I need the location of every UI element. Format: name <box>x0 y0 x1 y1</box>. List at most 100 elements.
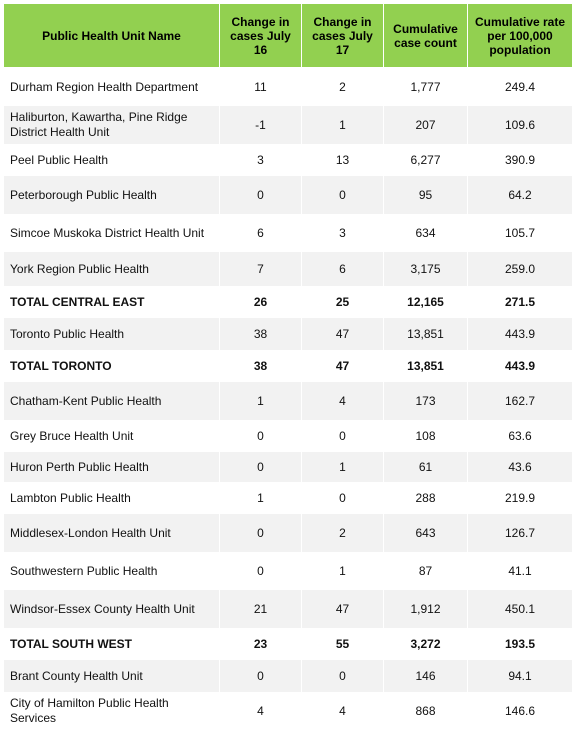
cell-change-july-17: 0 <box>301 420 384 452</box>
cell-cumulative-count: 868 <box>383 692 468 730</box>
table-row: Durham Region Health Department 11 2 1,777 2… <box>3 67 573 106</box>
cell-cumulative-count: 173 <box>383 382 468 420</box>
cell-change-july-17: 2 <box>301 514 384 552</box>
cell-change-july-17: 1 <box>301 106 384 144</box>
cell-unit-name: Huron Perth Public Health <box>3 452 220 482</box>
health-unit-table: Public Health Unit Name Change in cases … <box>3 3 573 730</box>
cell-change-july-16: 7 <box>219 252 302 286</box>
cell-change-july-16: -1 <box>219 106 302 144</box>
cell-change-july-17: 0 <box>301 660 384 692</box>
cell-change-july-17: 47 <box>301 318 384 350</box>
table-row: Lambton Public Health 1 0 288 219.9 <box>3 482 573 514</box>
cell-cumulative-rate: 63.6 <box>467 420 573 452</box>
cell-unit-name: TOTAL SOUTH WEST <box>3 628 220 660</box>
cell-change-july-17: 4 <box>301 692 384 730</box>
cell-change-july-16: 38 <box>219 350 302 382</box>
cell-cumulative-rate: 64.2 <box>467 176 573 214</box>
cell-change-july-16: 1 <box>219 382 302 420</box>
cell-unit-name: Southwestern Public Health <box>3 552 220 590</box>
table-row: Peel Public Health 3 13 6,277 390.9 <box>3 144 573 176</box>
table-body: Durham Region Health Department 11 2 1,777 2… <box>3 67 573 730</box>
cell-cumulative-count: 87 <box>383 552 468 590</box>
cell-cumulative-rate: 443.9 <box>467 318 573 350</box>
cell-cumulative-count: 3,272 <box>383 628 468 660</box>
cell-unit-name: Brant County Health Unit <box>3 660 220 692</box>
table-row: Grey Bruce Health Unit 0 0 108 63.6 <box>3 420 573 452</box>
table-row: Simcoe Muskoka District Health Unit 6 3 634… <box>3 214 573 252</box>
cell-change-july-16: 0 <box>219 552 302 590</box>
cell-unit-name: TOTAL CENTRAL EAST <box>3 286 220 318</box>
cell-unit-name: Haliburton, Kawartha, Pine Ridge Distric… <box>3 106 220 144</box>
header-row: Public Health Unit Name Change in cases … <box>3 3 573 68</box>
cell-unit-name: City of Hamilton Public Health Services <box>3 692 220 730</box>
cell-unit-name: Middlesex-London Health Unit <box>3 514 220 552</box>
cell-cumulative-rate: 146.6 <box>467 692 573 730</box>
table-row: Middlesex-London Health Unit 0 2 643 126.7 <box>3 514 573 552</box>
cell-cumulative-rate: 105.7 <box>467 214 573 252</box>
cell-unit-name: York Region Public Health <box>3 252 220 286</box>
header-cumulative-rate: Cumulative rate per 100,000 population <box>467 3 573 68</box>
cell-change-july-17: 3 <box>301 214 384 252</box>
cell-change-july-17: 1 <box>301 552 384 590</box>
cell-change-july-16: 38 <box>219 318 302 350</box>
cell-cumulative-count: 288 <box>383 482 468 514</box>
cell-cumulative-rate: 162.7 <box>467 382 573 420</box>
header-change-july-16: Change in cases July 16 <box>219 3 302 68</box>
cell-change-july-16: 1 <box>219 482 302 514</box>
cell-unit-name: Lambton Public Health <box>3 482 220 514</box>
cell-change-july-17: 2 <box>301 67 384 106</box>
cell-change-july-16: 4 <box>219 692 302 730</box>
cell-change-july-16: 21 <box>219 590 302 628</box>
cell-cumulative-rate: 43.6 <box>467 452 573 482</box>
cell-cumulative-rate: 271.5 <box>467 286 573 318</box>
table-header: Public Health Unit Name Change in cases … <box>3 3 573 68</box>
cell-change-july-17: 4 <box>301 382 384 420</box>
total-row: TOTAL TORONTO 38 47 13,851 443.9 <box>3 350 573 382</box>
cell-change-july-16: 3 <box>219 144 302 176</box>
cell-cumulative-rate: 443.9 <box>467 350 573 382</box>
cell-cumulative-count: 6,277 <box>383 144 468 176</box>
cell-change-july-17: 13 <box>301 144 384 176</box>
cell-cumulative-count: 146 <box>383 660 468 692</box>
cell-cumulative-rate: 109.6 <box>467 106 573 144</box>
cell-change-july-17: 47 <box>301 590 384 628</box>
cell-cumulative-rate: 259.0 <box>467 252 573 286</box>
cell-change-july-16: 0 <box>219 514 302 552</box>
cell-change-july-17: 47 <box>301 350 384 382</box>
cell-unit-name: Toronto Public Health <box>3 318 220 350</box>
cell-cumulative-count: 3,175 <box>383 252 468 286</box>
cell-unit-name: TOTAL TORONTO <box>3 350 220 382</box>
cell-unit-name: Chatham-Kent Public Health <box>3 382 220 420</box>
table-row: Toronto Public Health 38 47 13,851 443.9 <box>3 318 573 350</box>
cell-cumulative-rate: 249.4 <box>467 67 573 106</box>
cell-cumulative-count: 13,851 <box>383 318 468 350</box>
cell-cumulative-count: 1,912 <box>383 590 468 628</box>
table-row: Southwestern Public Health 0 1 87 41.1 <box>3 552 573 590</box>
cell-cumulative-rate: 94.1 <box>467 660 573 692</box>
cell-cumulative-rate: 390.9 <box>467 144 573 176</box>
table-row: Huron Perth Public Health 0 1 61 43.6 <box>3 452 573 482</box>
cell-change-july-16: 23 <box>219 628 302 660</box>
cell-change-july-17: 0 <box>301 176 384 214</box>
cell-unit-name: Durham Region Health Department <box>3 67 220 106</box>
cell-change-july-16: 0 <box>219 176 302 214</box>
header-cumulative-count: Cumulative case count <box>383 3 468 68</box>
header-change-july-17: Change in cases July 17 <box>301 3 384 68</box>
cell-cumulative-count: 1,777 <box>383 67 468 106</box>
header-unit-name: Public Health Unit Name <box>3 3 220 68</box>
cell-cumulative-rate: 193.5 <box>467 628 573 660</box>
cell-change-july-17: 25 <box>301 286 384 318</box>
cell-cumulative-count: 61 <box>383 452 468 482</box>
cell-change-july-17: 6 <box>301 252 384 286</box>
cell-change-july-16: 0 <box>219 420 302 452</box>
cell-cumulative-rate: 126.7 <box>467 514 573 552</box>
cell-cumulative-count: 95 <box>383 176 468 214</box>
cell-unit-name: Peel Public Health <box>3 144 220 176</box>
cell-cumulative-count: 207 <box>383 106 468 144</box>
cell-unit-name: Peterborough Public Health <box>3 176 220 214</box>
cell-unit-name: Windsor-Essex County Health Unit <box>3 590 220 628</box>
table-row: Brant County Health Unit 0 0 146 94.1 <box>3 660 573 692</box>
cell-cumulative-count: 634 <box>383 214 468 252</box>
cell-change-july-16: 26 <box>219 286 302 318</box>
